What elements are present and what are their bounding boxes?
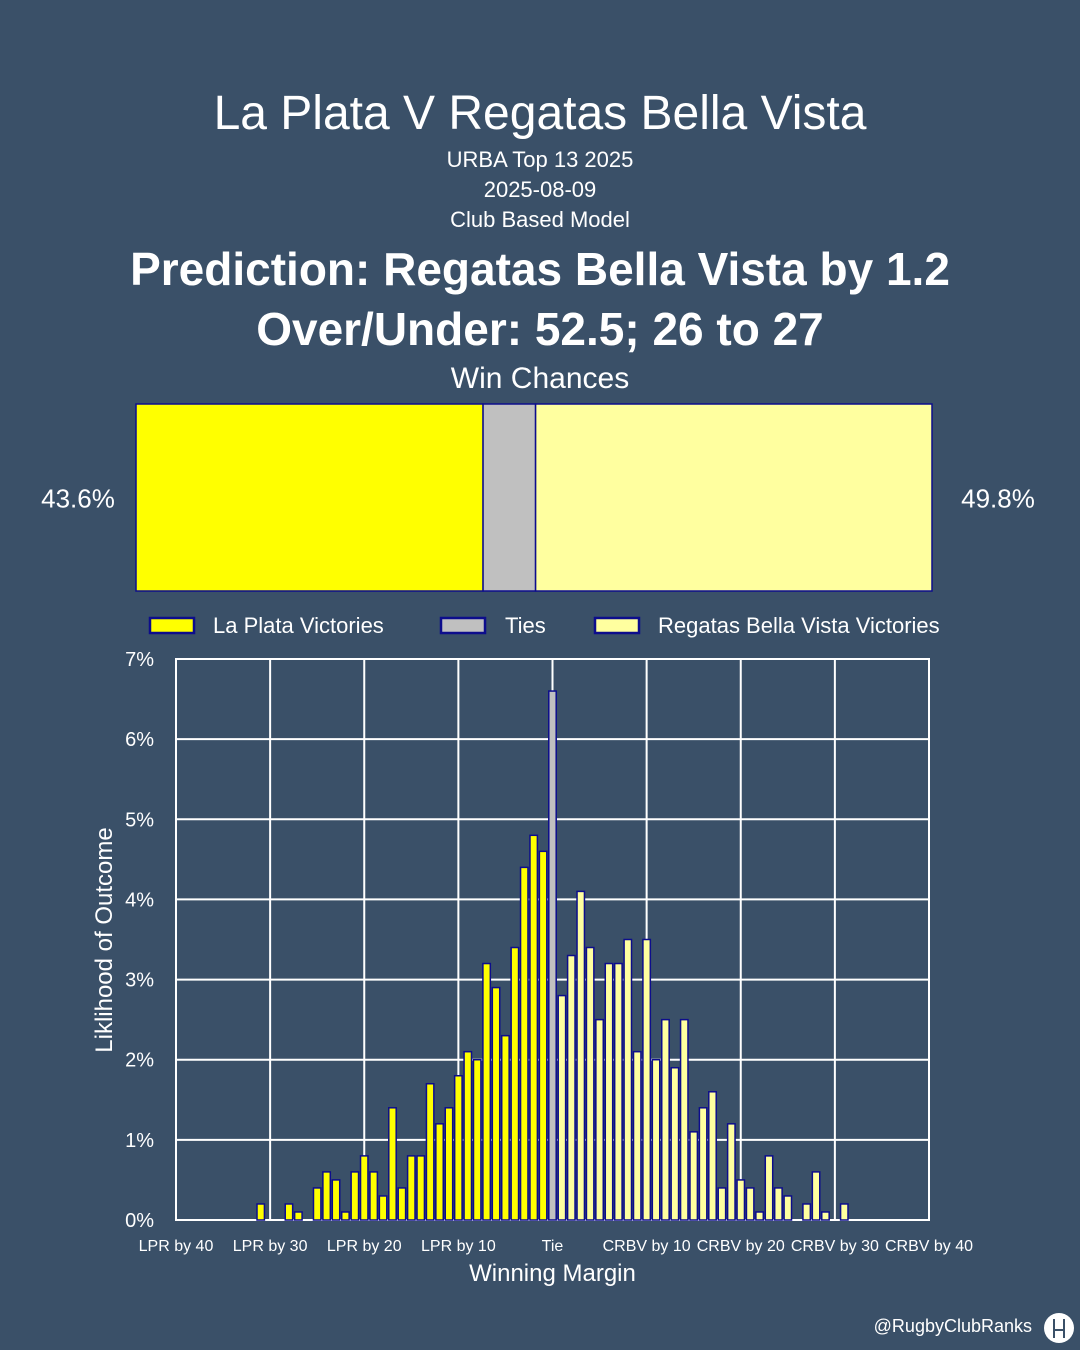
rugby-posts-logo-icon [1044, 1313, 1074, 1343]
y-tick-label: 2% [125, 1050, 154, 1072]
home-margin-bar [491, 986, 501, 1221]
away-margin-bar [679, 1018, 689, 1221]
home-margin-bar [378, 1195, 388, 1221]
away-win-segment [534, 403, 933, 592]
away-margin-bar [755, 1211, 765, 1221]
legend-tie-swatch [439, 616, 487, 635]
home-margin-bar [388, 1107, 397, 1221]
legend-home-label: La Plata Victories [213, 613, 384, 638]
legend-tie-label: Ties [505, 613, 546, 638]
x-tick-label: LPR by 20 [327, 1238, 402, 1255]
twitter-handle: @RugbyClubRanks [873, 1316, 1032, 1336]
x-tick-label: CRBV by 20 [697, 1238, 785, 1255]
x-tick-label: LPR by 40 [139, 1238, 214, 1255]
home-margin-bar [293, 1211, 303, 1221]
away-margin-bar [736, 1179, 746, 1221]
home-win-percent: 43.6% [41, 484, 115, 514]
home-margin-bar [435, 1123, 445, 1221]
home-margin-bar [369, 1171, 379, 1221]
tie-segment [482, 403, 537, 592]
y-axis-title: Liklihood of Outcome [91, 827, 118, 1052]
y-tick-label: 4% [125, 889, 154, 911]
home-margin-bar [510, 946, 520, 1221]
legend-away-swatch [593, 616, 641, 635]
home-margin-bar [322, 1171, 332, 1221]
away-margin-bar [726, 1123, 736, 1221]
home-margin-bar [500, 1034, 510, 1221]
home-margin-bar [463, 1050, 473, 1221]
away-margin-bar [745, 1187, 755, 1221]
away-margin-bar [689, 1131, 699, 1221]
away-margin-bar [604, 962, 614, 1221]
legend-away-label: Regatas Bella Vista Victories [658, 613, 940, 638]
model-label: Club Based Model [450, 207, 630, 232]
away-margin-bar [642, 938, 652, 1221]
x-tick-label: CRBV by 40 [885, 1238, 973, 1255]
away-win-percent: 49.8% [961, 484, 1035, 514]
home-margin-bar [406, 1155, 416, 1221]
away-margin-bar [585, 946, 595, 1221]
away-margin-bar [802, 1203, 812, 1221]
home-margin-bar [416, 1155, 426, 1221]
away-margin-bar [623, 938, 633, 1221]
x-tick-label: Tie [542, 1238, 564, 1255]
chart-title: La Plata V Regatas Bella Vista [213, 87, 867, 140]
y-tick-label: 0% [125, 1210, 154, 1232]
away-margin-bar [811, 1171, 821, 1221]
over-under-text: Over/Under: 52.5; 26 to 27 [256, 303, 824, 355]
away-margin-bar [632, 1050, 642, 1221]
match-date: 2025-08-09 [483, 177, 597, 202]
y-tick-label: 3% [125, 970, 154, 992]
away-margin-bar [670, 1066, 680, 1221]
away-margin-bar [576, 890, 586, 1221]
home-margin-bar [529, 834, 539, 1221]
away-margin-bar [839, 1203, 849, 1221]
home-margin-bar [312, 1187, 322, 1221]
prediction-text: Prediction: Regatas Bella Vista by 1.2 [130, 243, 950, 295]
away-margin-bar [557, 994, 567, 1221]
away-margin-bar [717, 1187, 727, 1221]
away-margin-bar [613, 962, 623, 1221]
away-margin-bar [698, 1107, 708, 1221]
home-margin-bar [472, 1058, 482, 1221]
competition-label: URBA Top 13 2025 [446, 147, 634, 172]
y-tick-label: 6% [125, 729, 154, 751]
x-tick-label: LPR by 30 [233, 1238, 308, 1255]
home-margin-bar [397, 1187, 407, 1221]
away-margin-bar [651, 1058, 661, 1221]
home-margin-bar [453, 1074, 463, 1221]
away-margin-bar [783, 1195, 793, 1221]
tie-bar [548, 690, 557, 1221]
legend-home-swatch [148, 616, 196, 635]
x-tick-label: CRBV by 10 [603, 1238, 691, 1255]
home-margin-bar [350, 1171, 360, 1221]
home-margin-bar [519, 866, 529, 1221]
x-axis-title: Winning Margin [469, 1260, 636, 1287]
away-margin-bar [595, 1018, 605, 1221]
home-margin-bar [340, 1211, 350, 1221]
home-margin-bar [538, 850, 548, 1221]
home-margin-bar [331, 1179, 341, 1221]
away-margin-bar [566, 954, 576, 1221]
away-margin-bar [708, 1091, 717, 1221]
home-margin-bar [284, 1203, 294, 1221]
x-tick-label: LPR by 10 [421, 1238, 496, 1255]
home-win-segment [135, 403, 484, 592]
win-chances-title: Win Chances [450, 362, 630, 395]
home-margin-bar [425, 1083, 435, 1221]
away-margin-bar [821, 1211, 830, 1221]
home-margin-bar [444, 1107, 454, 1221]
home-margin-bar [482, 962, 492, 1221]
y-tick-label: 1% [125, 1130, 154, 1152]
away-margin-bar [660, 1018, 670, 1221]
home-margin-bar [256, 1203, 266, 1221]
y-tick-label: 5% [125, 809, 154, 831]
home-margin-bar [359, 1155, 369, 1221]
y-tick-label: 7% [125, 649, 154, 671]
x-tick-label: CRBV by 30 [791, 1238, 879, 1255]
away-margin-bar [773, 1187, 783, 1221]
away-margin-bar [764, 1155, 774, 1221]
